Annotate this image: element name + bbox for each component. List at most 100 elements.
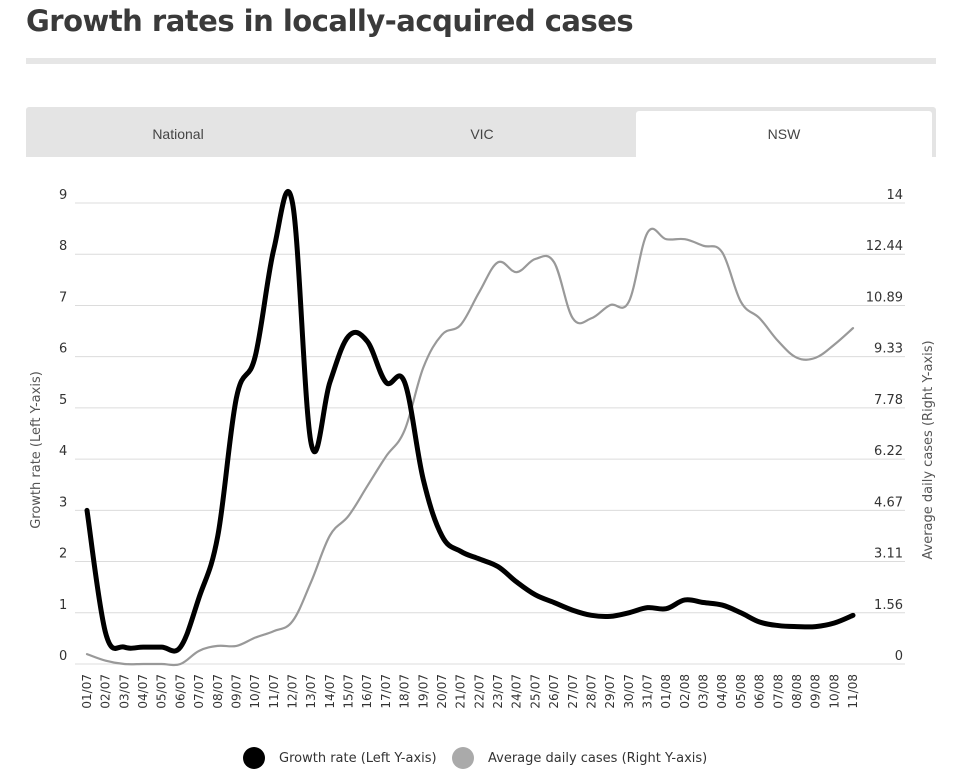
growth-rate-point xyxy=(253,355,257,359)
growth-rate-point xyxy=(234,396,238,400)
page-title: Growth rates in locally-acquired cases xyxy=(26,4,634,38)
x-tick-label: 13/07 xyxy=(304,674,318,709)
tab-national[interactable]: National xyxy=(152,126,204,142)
right-tick-label: 0 xyxy=(895,649,903,664)
average-daily-cases-point xyxy=(104,659,108,663)
right-tick-label: 14 xyxy=(886,188,903,203)
growth-rate-point xyxy=(533,593,537,597)
average-daily-cases-point xyxy=(814,356,818,360)
growth-rate-point xyxy=(814,625,818,629)
left-tick-label: 5 xyxy=(59,393,67,408)
left-tick-label: 1 xyxy=(59,598,67,613)
growth-rate-point xyxy=(272,247,276,251)
x-tick-label: 15/07 xyxy=(342,674,356,709)
growth-rate-point xyxy=(440,534,444,538)
average-daily-cases-point xyxy=(160,662,164,666)
growth-rate-point xyxy=(851,613,855,617)
x-tick-label: 07/07 xyxy=(192,674,206,709)
x-tick-label: 28/07 xyxy=(584,674,598,709)
legend-swatch-growth-rate xyxy=(243,747,265,769)
legend-label-growth-rate: Growth rate (Left Y-axis) xyxy=(279,750,437,766)
average-daily-cases-point xyxy=(832,343,836,347)
growth-rate-point xyxy=(178,645,182,649)
growth-rate-point xyxy=(571,608,575,612)
average-daily-cases-point xyxy=(309,580,313,584)
x-tick-label: 04/07 xyxy=(136,674,150,709)
x-tick-label: 26/07 xyxy=(547,674,561,709)
growth-rate-point xyxy=(85,508,89,512)
average-daily-cases-point xyxy=(515,270,519,274)
x-tick-label: 16/07 xyxy=(360,674,374,709)
growth-rate-point xyxy=(702,601,706,605)
growth-rate-point xyxy=(683,598,687,602)
x-tick-label: 24/07 xyxy=(510,674,524,709)
x-tick-label: 06/07 xyxy=(173,674,187,709)
x-tick-label: 02/07 xyxy=(99,674,113,709)
legend-label-average-daily-cases: Average daily cases (Right Y-axis) xyxy=(488,750,708,766)
average-daily-cases-point xyxy=(533,257,537,261)
left-axis-ticks: 0 1 2 3 4 5 6 7 8 9 xyxy=(59,188,67,664)
x-axis-ticks: 01/07 02/07 03/07 04/07 05/07 06/07 07/07 08/07… xyxy=(80,674,860,709)
x-tick-label: 18/07 xyxy=(398,674,412,709)
average-daily-cases-point xyxy=(776,339,780,343)
x-tick-label: 20/07 xyxy=(435,674,449,709)
x-tick-label: 12/07 xyxy=(286,674,300,709)
average-daily-cases-point xyxy=(477,290,481,294)
x-tick-label: 03/07 xyxy=(117,674,131,709)
average-daily-cases-point xyxy=(197,649,201,653)
average-daily-cases-point xyxy=(758,316,762,320)
growth-rate-point xyxy=(664,607,668,611)
average-daily-cases-point xyxy=(421,366,425,370)
average-daily-cases-point xyxy=(85,652,89,656)
growth-rate-point xyxy=(627,611,631,615)
x-tick-label: 22/07 xyxy=(472,674,486,709)
left-tick-label: 2 xyxy=(59,547,67,562)
average-daily-cases-point xyxy=(645,231,649,235)
x-tick-label: 08/08 xyxy=(790,674,804,709)
average-daily-cases-point xyxy=(253,636,257,640)
x-tick-label: 10/08 xyxy=(827,674,841,709)
average-daily-cases-point xyxy=(291,619,295,623)
x-tick-label: 06/08 xyxy=(753,674,767,709)
growth-rate-point xyxy=(160,645,164,649)
x-tick-label: 27/07 xyxy=(566,674,580,709)
average-daily-cases-point xyxy=(272,629,276,633)
growth-rate-point xyxy=(365,339,369,343)
growth-rate-point xyxy=(104,631,108,635)
average-daily-cases-point xyxy=(365,484,369,488)
growth-rate-point xyxy=(328,380,332,384)
legend-item-average-daily-cases[interactable]: Average daily cases (Right Y-axis) xyxy=(452,745,707,771)
tab-vic[interactable]: VIC xyxy=(470,126,494,142)
average-daily-cases-point xyxy=(216,644,220,648)
x-tick-label: 30/07 xyxy=(622,674,636,709)
tab-nsw[interactable]: NSW xyxy=(636,111,932,157)
right-tick-label: 4.67 xyxy=(874,495,903,510)
x-tick-label: 09/07 xyxy=(229,674,243,709)
growth-rate-point xyxy=(832,621,836,625)
average-daily-cases-point xyxy=(141,662,145,666)
chart-legend: Growth rate (Left Y-axis) Average daily … xyxy=(0,745,964,771)
average-daily-cases-point xyxy=(178,662,182,666)
x-tick-label: 11/08 xyxy=(846,674,860,709)
growth-rate-point xyxy=(477,557,481,561)
right-tick-label: 9.33 xyxy=(874,342,903,357)
legend-item-growth-rate[interactable]: Growth rate (Left Y-axis) xyxy=(243,745,437,771)
x-tick-label: 17/07 xyxy=(379,674,393,709)
x-tick-label: 21/07 xyxy=(454,674,468,709)
x-tick-label: 05/08 xyxy=(734,674,748,709)
left-tick-label: 4 xyxy=(59,444,67,459)
average-daily-cases-point xyxy=(328,534,332,538)
x-tick-label: 23/07 xyxy=(491,674,505,709)
right-tick-label: 12.44 xyxy=(866,239,903,254)
growth-rate-point xyxy=(459,549,463,553)
right-axis-title: Average daily cases (Right Y-axis) xyxy=(921,340,936,559)
x-tick-label: 04/08 xyxy=(715,674,729,709)
average-daily-cases-point xyxy=(347,514,351,518)
x-tick-label: 02/08 xyxy=(678,674,692,709)
right-tick-label: 3.11 xyxy=(874,547,903,562)
x-tick-label: 31/07 xyxy=(640,674,654,709)
average-daily-cases-point xyxy=(459,323,463,327)
growth-rate-point xyxy=(776,624,780,628)
average-daily-cases-point xyxy=(739,300,743,304)
growth-rate-point xyxy=(496,565,500,569)
